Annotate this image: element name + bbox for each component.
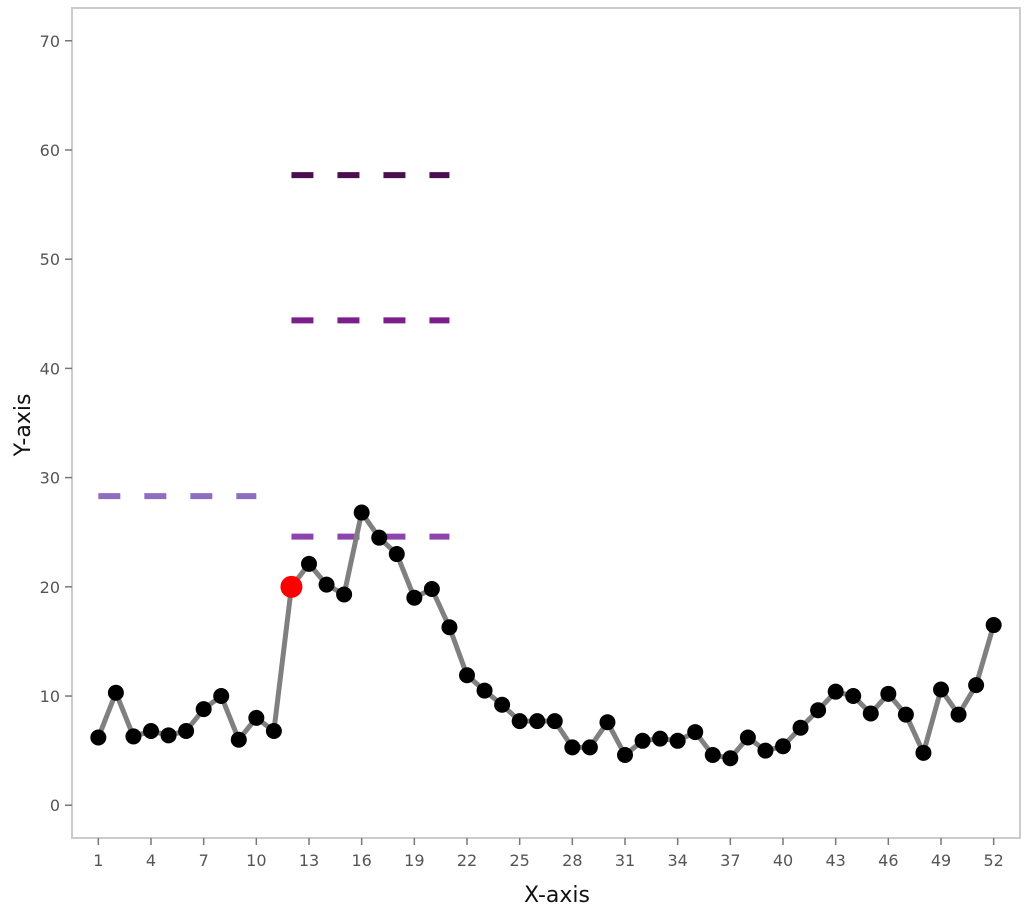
data-point bbox=[827, 683, 844, 700]
x-tick-label: 43 bbox=[825, 851, 845, 870]
data-point bbox=[722, 750, 739, 767]
x-axis-title: X-axis bbox=[524, 883, 590, 908]
data-point bbox=[897, 706, 914, 723]
plot-frame bbox=[71, 7, 1021, 839]
data-point bbox=[862, 705, 879, 722]
data-point bbox=[125, 728, 142, 745]
y-tick-label: 60 bbox=[40, 141, 60, 160]
data-point bbox=[775, 738, 791, 755]
data-point bbox=[371, 529, 388, 546]
data-point bbox=[933, 681, 949, 698]
series-line bbox=[96, 510, 997, 761]
data-point bbox=[880, 685, 897, 702]
data-point bbox=[90, 729, 107, 746]
x-tick-label: 13 bbox=[299, 851, 319, 870]
data-point bbox=[810, 702, 827, 719]
data-point bbox=[248, 709, 265, 726]
x-tick-label: 46 bbox=[878, 851, 898, 870]
y-tick-label: 50 bbox=[40, 250, 60, 269]
data-point bbox=[845, 688, 862, 705]
data-point bbox=[599, 714, 616, 731]
data-point bbox=[634, 732, 651, 749]
highlighted-data-point bbox=[280, 575, 303, 598]
x-tick-label: 25 bbox=[509, 851, 529, 870]
x-tick-label: 16 bbox=[351, 851, 371, 870]
data-point bbox=[739, 729, 756, 746]
data-point bbox=[652, 730, 669, 747]
x-tick-label: 22 bbox=[457, 851, 477, 870]
data-point bbox=[195, 701, 212, 718]
data-point bbox=[143, 722, 159, 739]
y-tick-label: 10 bbox=[40, 687, 60, 706]
x-tick-label: 28 bbox=[562, 851, 582, 870]
data-point bbox=[107, 684, 124, 701]
y-axis-title: Y-axis bbox=[11, 394, 36, 458]
data-point bbox=[336, 586, 353, 603]
x-tick-label: 7 bbox=[199, 851, 209, 870]
x-tick-label: 1 bbox=[93, 851, 103, 870]
data-point bbox=[757, 742, 774, 759]
data-point bbox=[388, 546, 405, 563]
x-tick-label: 52 bbox=[983, 851, 1003, 870]
data-point bbox=[950, 706, 967, 723]
x-tick-label: 40 bbox=[773, 851, 793, 870]
data-point bbox=[213, 688, 230, 705]
y-tick-label: 30 bbox=[40, 469, 60, 488]
y-tick-label: 40 bbox=[40, 359, 60, 378]
data-point bbox=[230, 731, 247, 748]
data-point bbox=[687, 724, 704, 741]
x-tick-label: 31 bbox=[615, 851, 635, 870]
data-point bbox=[318, 576, 335, 593]
x-tick-label: 4 bbox=[146, 851, 156, 870]
data-point bbox=[792, 719, 809, 736]
data-point bbox=[406, 589, 423, 606]
x-tick-label: 49 bbox=[931, 851, 951, 870]
data-point bbox=[617, 747, 633, 763]
data-point bbox=[511, 713, 528, 730]
data-point bbox=[423, 581, 440, 597]
data-point bbox=[178, 722, 195, 739]
x-tick-label: 10 bbox=[246, 851, 266, 870]
y-tick-label: 70 bbox=[40, 32, 60, 51]
data-point bbox=[704, 747, 721, 763]
data-point bbox=[915, 744, 932, 761]
data-point bbox=[301, 555, 317, 572]
data-point bbox=[353, 504, 370, 521]
data-point bbox=[529, 713, 546, 730]
x-tick-label: 37 bbox=[720, 851, 740, 870]
data-point bbox=[968, 677, 985, 694]
data-point bbox=[564, 739, 581, 756]
data-point bbox=[160, 727, 177, 744]
data-point bbox=[581, 739, 598, 756]
data-point bbox=[669, 732, 686, 749]
data-point bbox=[985, 617, 1002, 634]
x-tick-label: 34 bbox=[667, 851, 687, 870]
data-point bbox=[459, 667, 475, 684]
x-tick-label: 19 bbox=[404, 851, 424, 870]
data-point bbox=[441, 619, 458, 636]
data-point bbox=[546, 713, 563, 730]
data-point bbox=[476, 682, 493, 699]
y-tick-label: 20 bbox=[40, 578, 60, 597]
data-point bbox=[494, 696, 511, 713]
data-point bbox=[265, 722, 282, 739]
y-tick-label: 0 bbox=[50, 796, 60, 815]
